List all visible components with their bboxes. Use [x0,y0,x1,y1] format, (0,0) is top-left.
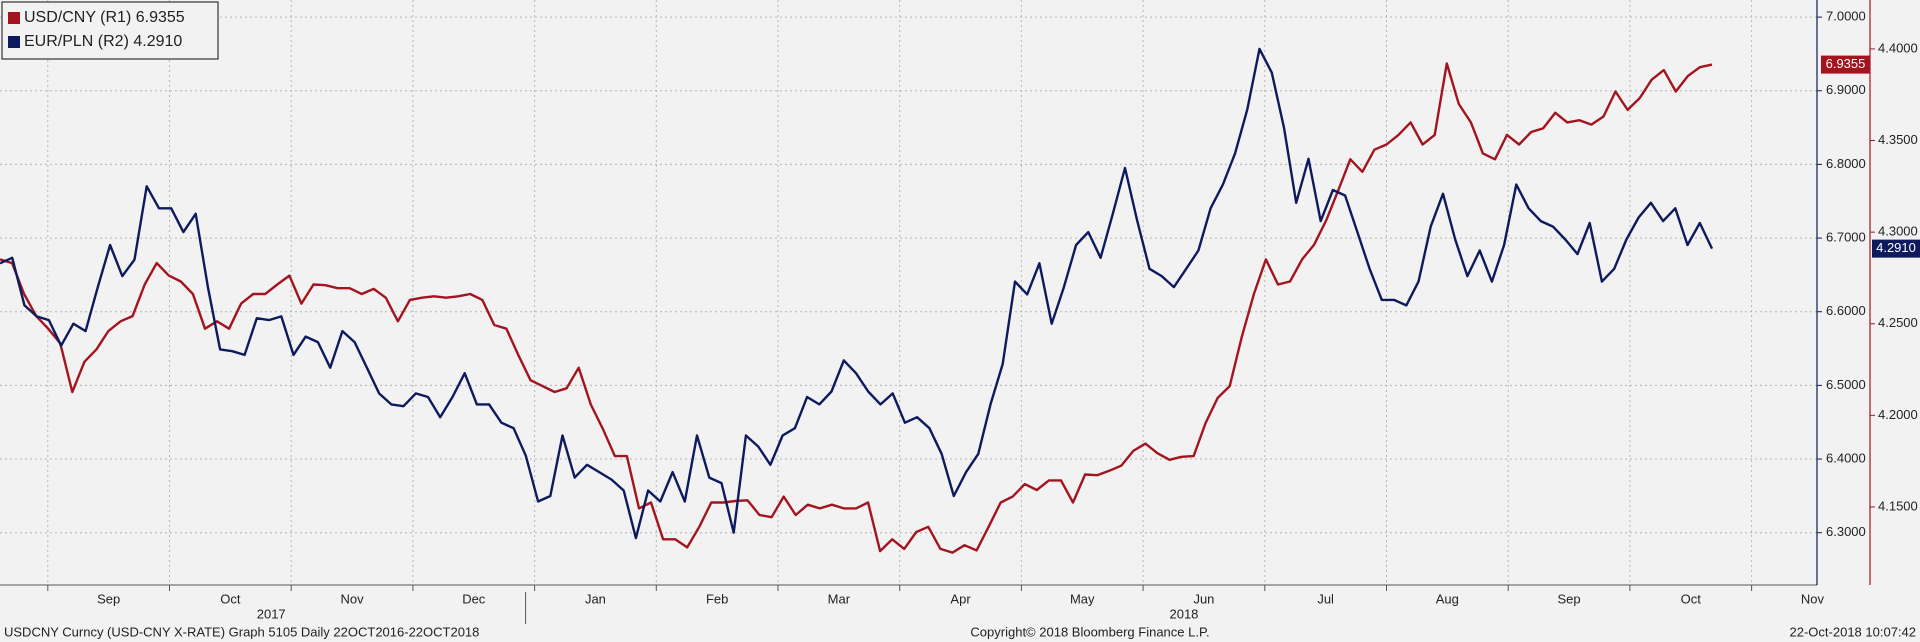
x-tick-label: Oct [1681,591,1702,606]
x-tick-label: Oct [220,591,241,606]
legend-label: EUR/PLN (R2) 4.2910 [24,33,182,50]
footer-center: Copyright© 2018 Bloomberg Finance L.P. [970,624,1209,639]
x-tick-label: Aug [1436,591,1459,606]
footer-left: USDCNY Curncy (USD-CNY X-RATE) Graph 510… [4,624,479,639]
year-label: 2017 [257,606,286,621]
y2-tick-label: 4.1500 [1878,498,1918,513]
y-tick-label: 6.5000 [1826,377,1866,392]
x-tick-label: Dec [462,591,486,606]
x-tick-label: Jan [585,591,606,606]
last-value-label: 6.9355 [1826,56,1866,71]
last-value-label: 4.2910 [1876,240,1916,255]
y-tick-label: 6.8000 [1826,156,1866,171]
y-tick-label: 7.0000 [1826,9,1866,24]
year-label: 2018 [1169,606,1198,621]
series-line [0,62,1713,554]
x-tick-label: Sep [97,591,120,606]
x-tick-label: Jun [1193,591,1214,606]
x-tick-label: Jul [1317,591,1334,606]
y2-tick-label: 4.2000 [1878,407,1918,422]
legend-swatch [8,12,20,24]
y-tick-label: 6.7000 [1826,230,1866,245]
y2-tick-label: 4.3000 [1878,224,1918,239]
legend-swatch [8,36,20,48]
legend-box [1,1,219,60]
y-tick-label: 6.9000 [1826,82,1866,97]
x-tick-label: Apr [950,591,971,606]
y2-tick-label: 4.3500 [1878,132,1918,147]
y2-tick-label: 4.2500 [1878,315,1918,330]
series-line [0,47,1714,540]
last-value-tag [1821,55,1870,74]
y-tick-label: 6.6000 [1826,303,1866,318]
x-tick-label: Nov [1801,591,1825,606]
last-value-tag [1872,239,1920,258]
legend-label: USD/CNY (R1) 6.9355 [24,9,185,26]
x-tick-label: Sep [1557,591,1580,606]
y-tick-label: 6.4000 [1826,450,1866,465]
x-tick-label: Feb [706,591,728,606]
y2-tick-label: 4.4000 [1878,40,1918,55]
x-tick-label: Nov [340,591,364,606]
x-tick-label: Mar [828,591,851,606]
footer-right: 22-Oct-2018 10:07:42 [1790,624,1916,639]
x-tick-label: May [1070,591,1095,606]
y-tick-label: 6.3000 [1826,524,1866,539]
